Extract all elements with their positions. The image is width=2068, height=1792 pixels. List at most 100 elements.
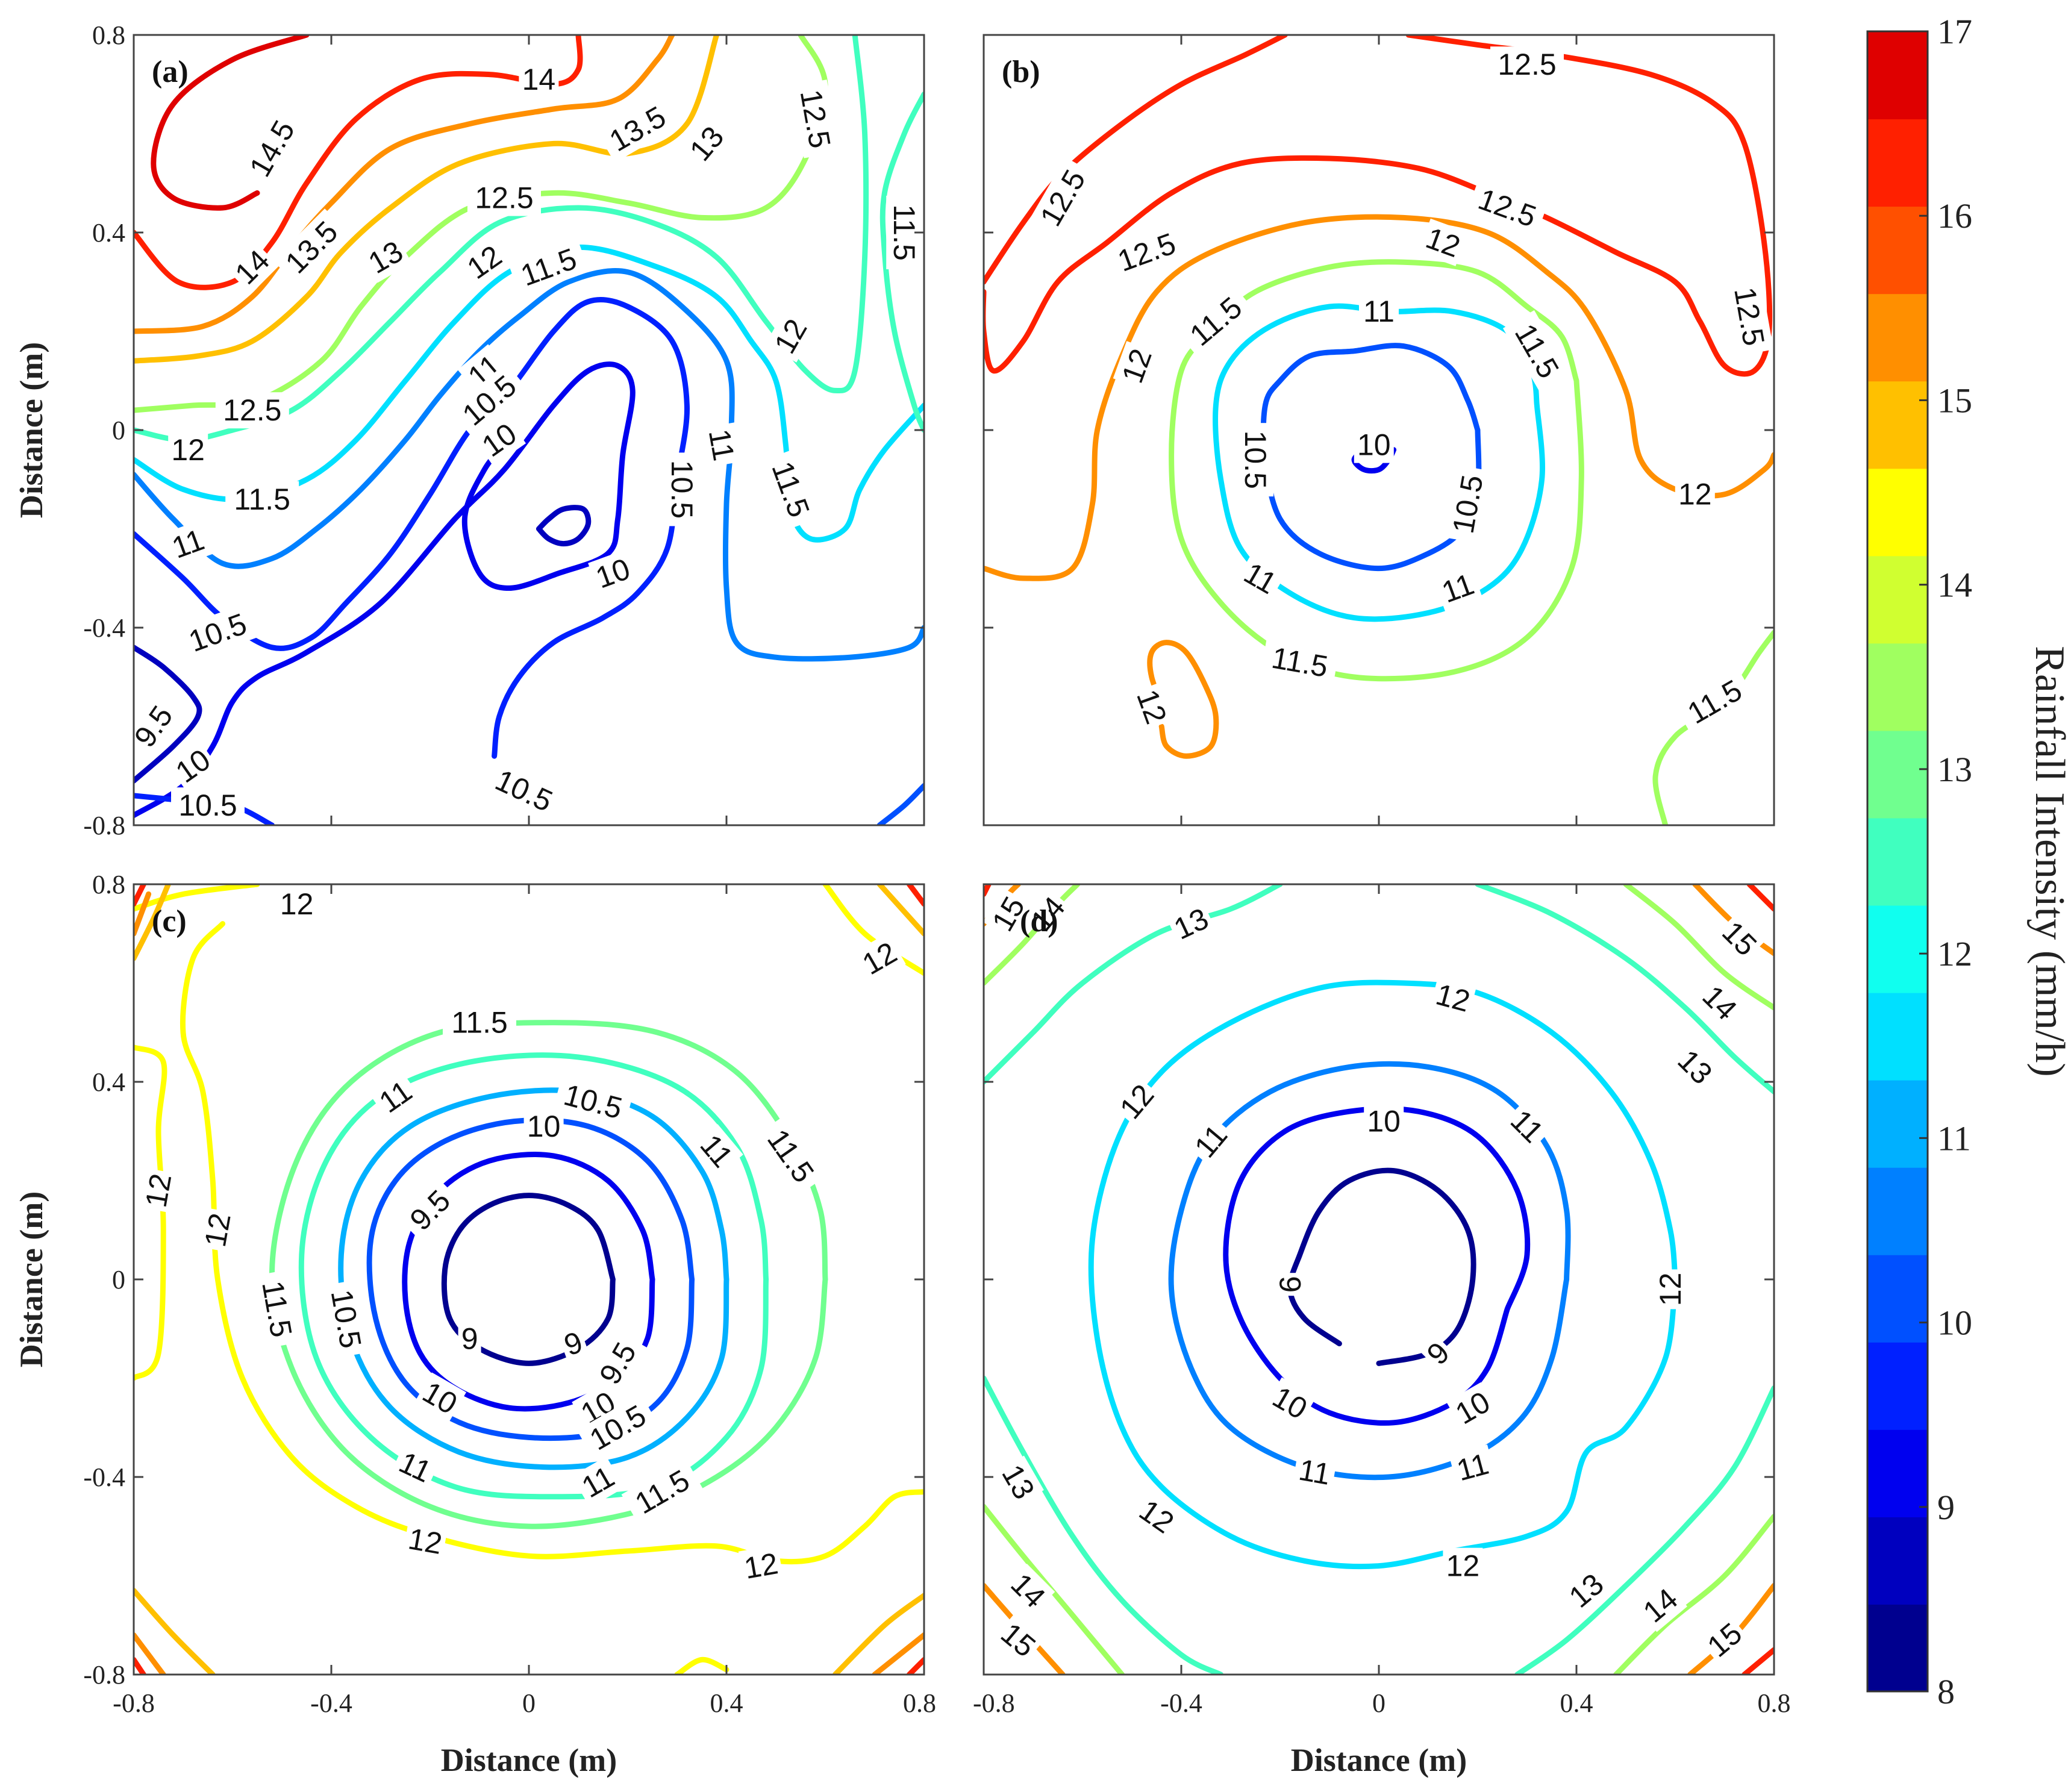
panel-b-contour-label-bg xyxy=(1502,310,1571,392)
panel-d-contour-label-bg xyxy=(1500,1099,1554,1154)
panel-c-contour-label-bg xyxy=(552,1075,634,1129)
panel-c-x-tick-label: -0.4 xyxy=(310,1688,352,1718)
panel-a-contour-11-5-7 xyxy=(134,245,924,543)
panel-a-contour-11-6 xyxy=(134,268,924,662)
panel-d-contour-14-11 xyxy=(1613,1514,1774,1675)
colorbar-cell xyxy=(1867,1254,1928,1343)
panel-d-contour-label-bg xyxy=(991,1613,1045,1667)
panel-a-contour-label-bg xyxy=(483,758,565,823)
panel-a-contour-label-bg xyxy=(791,80,840,158)
panel-a-tag: (a) xyxy=(152,55,189,89)
panel-d-contour-label-bg xyxy=(1110,1075,1164,1129)
panel-b-contour-label-bg xyxy=(1443,464,1492,544)
panel-c-contour-label-bg xyxy=(369,1070,422,1123)
panel-b-contour-label: 12.5 xyxy=(1498,48,1556,81)
panel-a-contour-label-bg xyxy=(761,448,820,530)
panel-d-contour-label-bg xyxy=(1633,1579,1687,1632)
panel-a-contour-label: 12.5 xyxy=(223,393,281,427)
colorbar: 8 9 10 11 12 13 14 15 16 17 xyxy=(1866,12,1972,1711)
panel-c-contour-10-5-3 xyxy=(338,1087,729,1470)
panel-b-contour-label-bg xyxy=(1237,423,1273,497)
panel-b-contour-label-bg xyxy=(1675,476,1715,513)
colorbar-cell xyxy=(1867,381,1928,469)
panel-d-contour-label-bg xyxy=(1184,1114,1238,1168)
panel-a-contour-label-bg xyxy=(457,344,511,398)
panel-a-y-tick-label: 0 xyxy=(112,416,125,445)
panel-b-contour-12-6 xyxy=(1147,640,1219,759)
panel-a-contour-label-bg xyxy=(449,363,529,438)
panel-b-contour-label: 12 xyxy=(1678,478,1712,511)
panel-d-contour-14-9 xyxy=(1623,884,1774,1011)
colorbar-tick-label: 8 xyxy=(1937,1672,1955,1711)
panel-a-contour-label: 10.5 xyxy=(178,788,237,822)
panel-c-y-tick-labels: -0.8 -0.4 0 0.4 0.8 xyxy=(83,870,125,1690)
x-axis-label-left: Distance (m) xyxy=(441,1742,617,1778)
panel-d-ticks xyxy=(982,883,1775,1676)
panel-b-contour-label-bg xyxy=(1725,277,1774,356)
panel-d-contour-label-bg xyxy=(1272,1273,1308,1296)
panel-a-y-tick-label: 0.4 xyxy=(92,218,125,248)
panel-c-contour-label-bg xyxy=(576,1393,659,1462)
panel-a-contour-label-bg xyxy=(596,95,679,163)
panel-d-contour-label: 12 xyxy=(1654,1273,1687,1307)
panel-d-x-tick-labels: -0.8 -0.4 0 0.4 0.8 xyxy=(973,1688,1791,1718)
panel-c-contour-label: 12 xyxy=(280,887,314,921)
colorbar-tick-label: 10 xyxy=(1937,1303,1972,1343)
panel-c-contour-11-5-5 xyxy=(269,1020,828,1529)
panel-c-contour-label-bg xyxy=(137,1167,180,1214)
panel-d-contour-12-3 xyxy=(1088,979,1678,1570)
panel-c-y-tick-label: 0.8 xyxy=(92,870,125,899)
panel-d-contour-label-bg xyxy=(1364,1103,1404,1140)
panel-d-contour-label-bg xyxy=(1165,899,1217,949)
panel-c-contour-12-10 xyxy=(674,1656,729,1675)
panel-c-contour-label-bg xyxy=(196,1207,239,1253)
panel-c-y-tick-label: 0.4 xyxy=(92,1067,125,1097)
panel-d-contour-13-4 xyxy=(984,884,1283,1085)
panel-a-contour-label-bg xyxy=(664,452,701,526)
panel-b-contour-label-bg xyxy=(1176,284,1256,359)
colorbar-tick-label: 13 xyxy=(1937,750,1972,789)
colorbar-tick-label: 14 xyxy=(1937,566,1972,605)
panel-b-contour-label-bg xyxy=(1234,552,1287,604)
panel-c-contour-label-bg xyxy=(402,1520,448,1563)
panel-a-contour-label-bg xyxy=(163,520,213,568)
panel-b-contour-12-7-8 xyxy=(984,35,1288,285)
panel-a-contour-label-bg xyxy=(680,116,734,170)
panel-d-contour-label-bg xyxy=(1668,1040,1722,1094)
panel-d-tag: (d) xyxy=(1020,904,1058,938)
panel-d-contour-label-bg xyxy=(1021,887,1075,941)
panel-d-contour-label-bg xyxy=(1652,1269,1688,1310)
panel-c-contour-14-20 xyxy=(872,1632,924,1675)
panel-d-contour-label-bg xyxy=(1559,1564,1613,1617)
panel-a-contour-label: 12 xyxy=(171,433,205,467)
panel-a-contour-12-8 xyxy=(134,35,869,443)
panel-d-x-tick-label: 0.8 xyxy=(1758,1688,1791,1718)
panel-c-contour-label-bg xyxy=(621,1458,704,1526)
panel-c-contour-label: 9 xyxy=(461,1322,478,1355)
panel-d-x-tick-label: -0.8 xyxy=(973,1688,1015,1718)
panel-d-x-tick-label: -0.4 xyxy=(1160,1688,1202,1718)
panel-a-contour-label-bg xyxy=(588,549,638,598)
panel-d-contour-16-17 xyxy=(1746,884,1774,912)
panel-d-contour-13-5 xyxy=(1475,884,1774,1094)
panel-c-contour-13-14 xyxy=(876,884,924,937)
panel-c-contour-label-bg xyxy=(413,1372,466,1424)
colorbar-tick-label: 15 xyxy=(1937,381,1972,420)
panel-a-contour-label-bg xyxy=(238,107,307,190)
colorbar-cell xyxy=(1867,1167,1928,1255)
colorbar-title: Rainfall Intensity (mm/h) xyxy=(2026,646,2068,1076)
colorbar-cell xyxy=(1867,992,1928,1081)
panel-a-contour-label: 11 xyxy=(702,426,741,463)
panel-c-x-tick-labels: -0.8 -0.4 0 0.4 0.8 xyxy=(113,1688,936,1718)
colorbar-frame xyxy=(1866,30,1929,1693)
colorbar-cell xyxy=(1867,468,1928,557)
panel-d-contour-label-bg xyxy=(1698,1613,1752,1667)
panel-c-contour-label-bg xyxy=(389,1442,441,1492)
panel-b-contour-label-bg xyxy=(1466,178,1548,238)
x-axis-label-right: Distance (m) xyxy=(1291,1742,1467,1778)
panel-b-contour-12-5 xyxy=(984,214,1774,581)
panel-a-contour-label-bg xyxy=(886,196,923,269)
panel-a-contour-label-bg xyxy=(359,231,412,283)
colorbar-cell xyxy=(1867,905,1928,993)
